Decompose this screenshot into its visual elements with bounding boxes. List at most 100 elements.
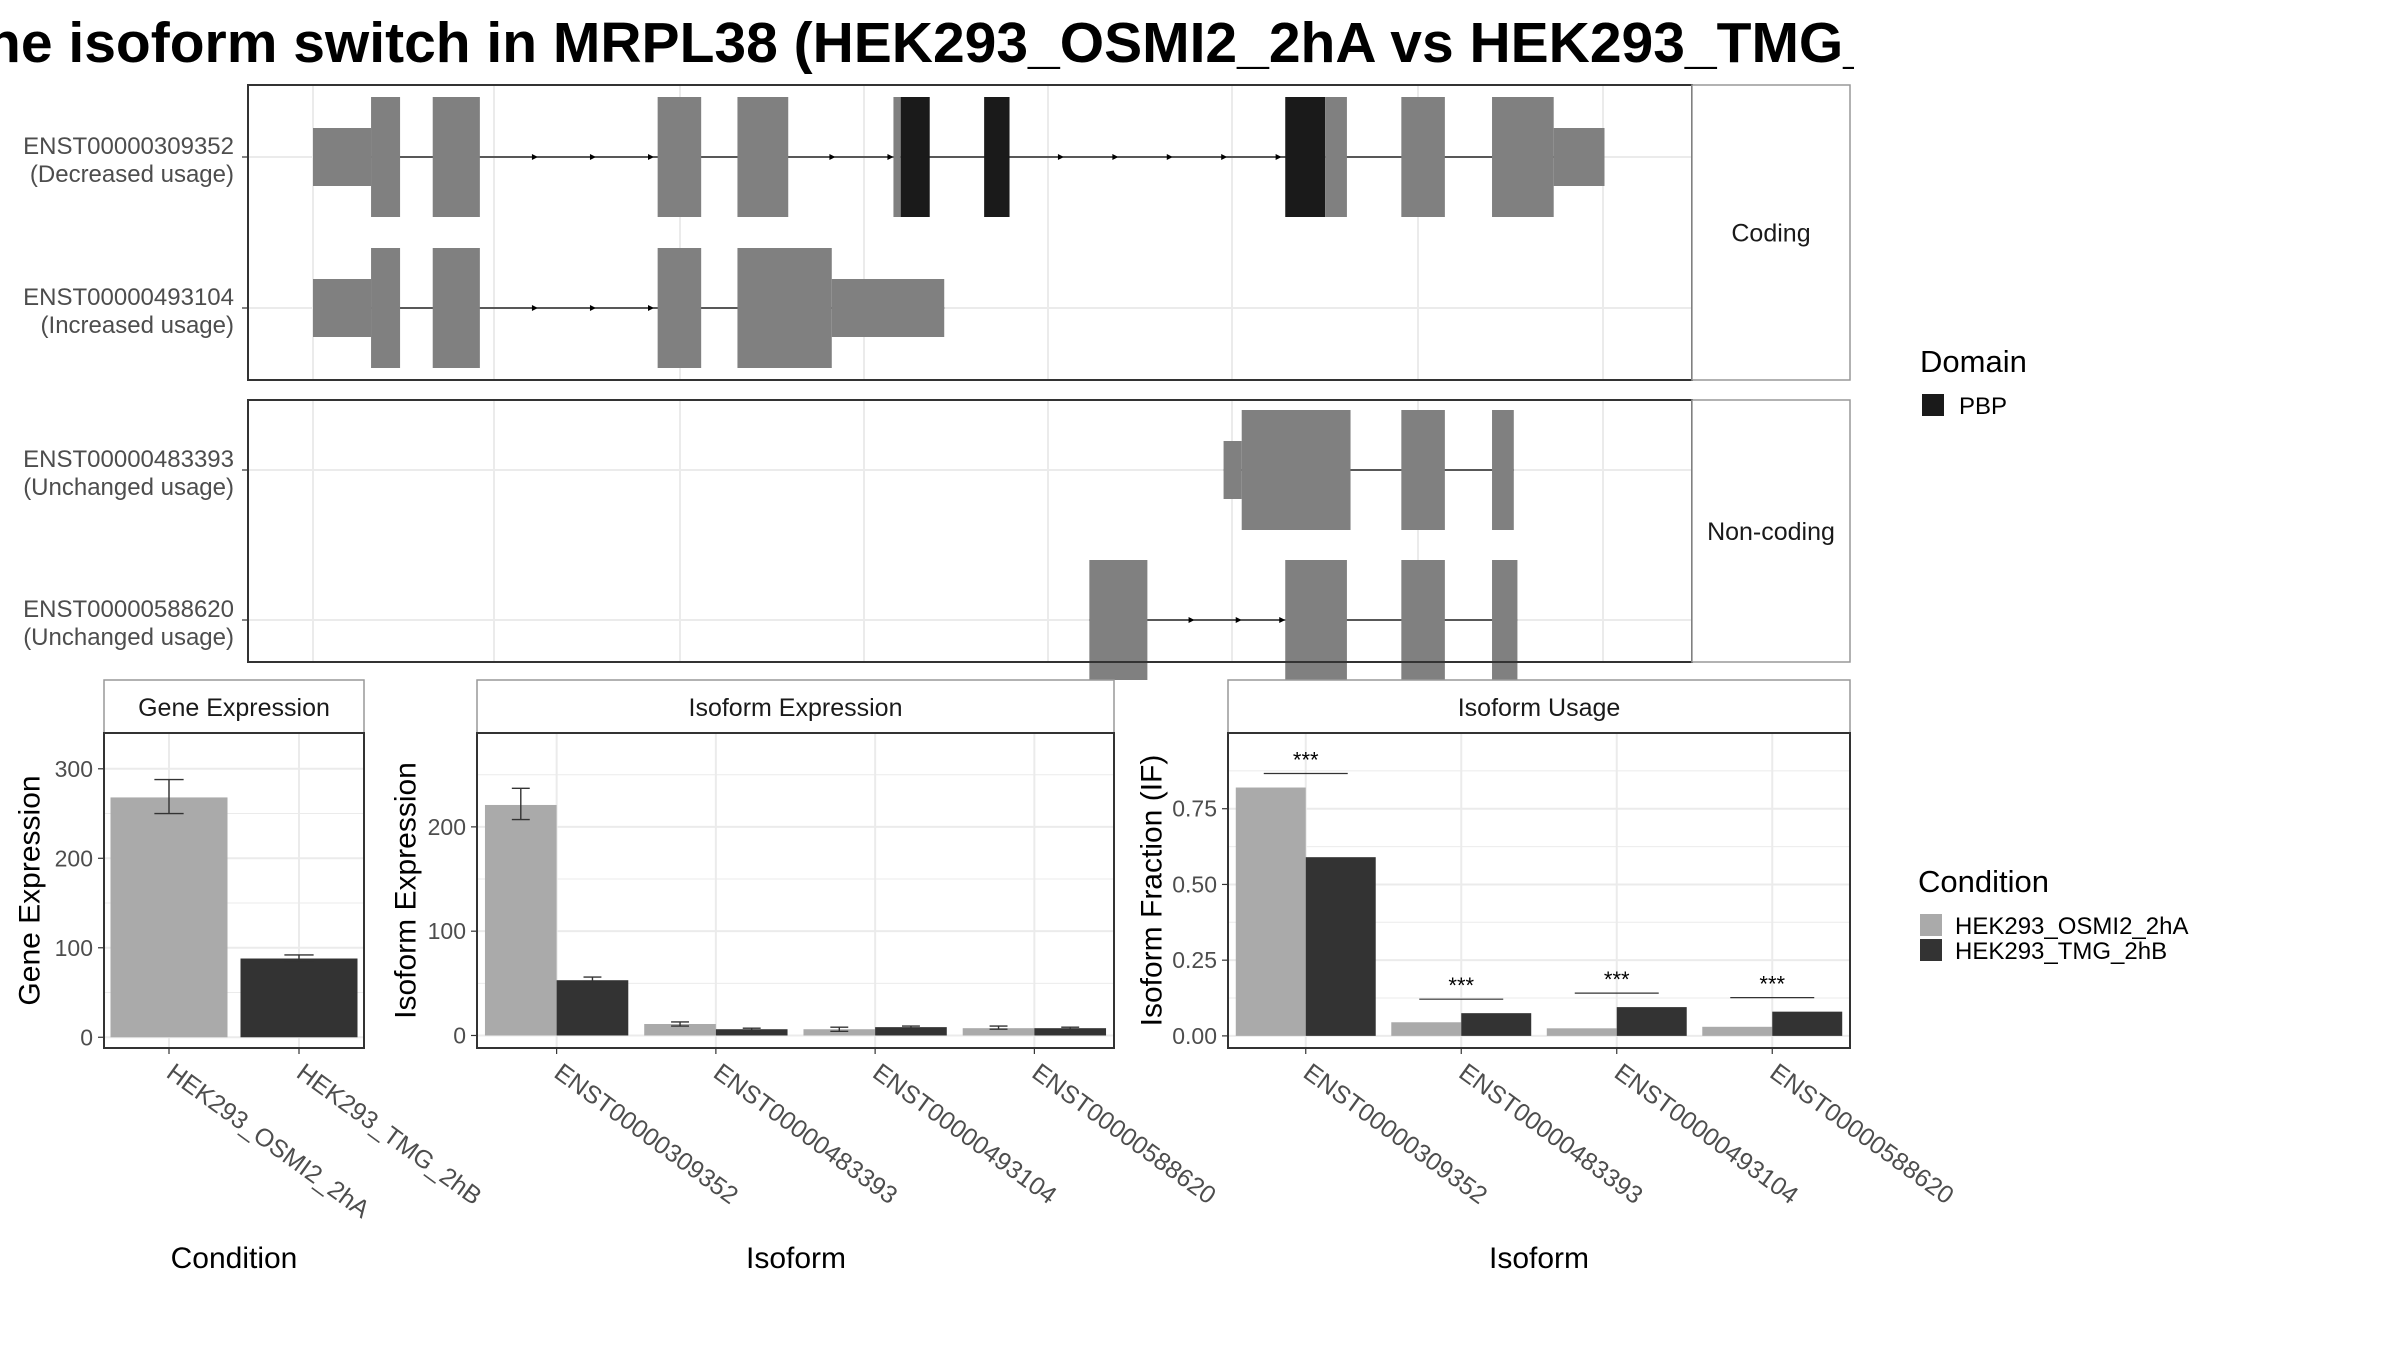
strand-arrow	[829, 154, 836, 160]
strand-arrow	[1057, 154, 1064, 160]
significance-label: ***	[1604, 967, 1630, 992]
panel-strip	[1227, 679, 1851, 734]
structure-panel-bg	[248, 85, 1692, 380]
exon	[1325, 97, 1347, 217]
strand-arrow	[887, 154, 894, 160]
exon	[313, 128, 372, 186]
transcript-ENST00000309352: ENST00000309352(Decreased usage)	[23, 97, 1605, 217]
strand-arrow	[1188, 617, 1195, 623]
exon	[1223, 441, 1242, 499]
bar	[1772, 1011, 1843, 1036]
strand-arrow	[1275, 154, 1282, 160]
bar	[644, 1024, 716, 1036]
exon	[1401, 560, 1445, 680]
bar	[1305, 857, 1376, 1036]
strand-arrow	[589, 154, 596, 160]
exon	[1089, 560, 1148, 680]
exon	[371, 248, 401, 368]
exon	[1401, 97, 1445, 217]
y-tick-label: 200	[55, 845, 93, 871]
exon	[737, 97, 789, 217]
panel-border	[1227, 732, 1851, 1049]
structure-panel-2: ENST00000483393(Unchanged usage) ENST0000…	[23, 399, 1851, 680]
y-tick-label: 200	[428, 814, 466, 840]
y-tick-label: 0.00	[1172, 1023, 1217, 1049]
y-tick-label: 0.75	[1172, 796, 1217, 822]
domain-exon	[984, 97, 1010, 217]
exon	[1492, 97, 1554, 217]
bar	[1235, 787, 1306, 1036]
structure-strip	[1691, 84, 1851, 381]
transcript-usage-label: (Unchanged usage)	[23, 624, 234, 651]
x-axis-title: Condition	[171, 1242, 298, 1275]
panel-strip-label: Gene Expression	[138, 694, 330, 722]
y-tick-label: 0.25	[1172, 947, 1217, 973]
strand-arrow	[1112, 154, 1119, 160]
chart-panel-1: Gene Expression0100200300HEK293_OSMI2_2h…	[14, 679, 487, 1275]
transcript-ENST00000483393: ENST00000483393(Unchanged usage)	[23, 410, 1514, 530]
bar	[110, 797, 228, 1038]
y-tick-label: 0	[453, 1022, 466, 1048]
significance-label: ***	[1759, 972, 1785, 997]
structure-strip-label: Non-coding	[1707, 518, 1835, 546]
bar	[556, 980, 629, 1036]
panel-border	[103, 732, 365, 1049]
strand-arrow	[648, 305, 655, 311]
domain-exon	[900, 97, 930, 217]
legend-key	[1920, 939, 1942, 961]
bar	[1461, 1013, 1532, 1036]
bar	[715, 1029, 788, 1036]
y-tick-label: 100	[428, 918, 466, 944]
exon	[1553, 128, 1605, 186]
transcript-id-label: ENST00000309352	[23, 133, 234, 160]
legend-domain: Domain PBP	[1920, 344, 2027, 420]
y-axis-title: Isoform Fraction (IF)	[1136, 755, 1169, 1027]
panel-border	[476, 732, 1115, 1049]
exon	[1241, 410, 1351, 530]
y-axis-title: Gene Expression	[14, 775, 47, 1005]
structure-panel-bg	[248, 400, 1692, 662]
legend-title: Domain	[1920, 344, 2027, 379]
transcript-usage-label: (Unchanged usage)	[23, 474, 234, 501]
panel-strip-label: Isoform Expression	[689, 694, 903, 722]
legend-label: PBP	[1959, 393, 2007, 420]
panel-strip	[476, 679, 1115, 734]
strand-arrow	[1166, 154, 1173, 160]
transcript-id-label: ENST00000588620	[23, 596, 234, 623]
x-axis-title: Isoform	[746, 1242, 846, 1275]
exon	[657, 97, 702, 217]
bar	[803, 1029, 876, 1036]
panel-strip-label: Isoform Usage	[1458, 694, 1621, 722]
chart-panel-2: Isoform Expression0100200ENST00000309352…	[390, 679, 1221, 1275]
exon	[1492, 410, 1514, 530]
legend-key	[1920, 914, 1942, 936]
bar	[240, 958, 358, 1038]
exon	[1285, 560, 1347, 680]
bar	[1391, 1022, 1462, 1036]
legend-label: HEK293_TMG_2hB	[1955, 938, 2167, 965]
structure-strip	[1691, 399, 1851, 663]
transcript-usage-label: (Decreased usage)	[30, 161, 234, 188]
bar	[1034, 1028, 1107, 1036]
y-axis-title: Isoform Expression	[390, 762, 423, 1019]
x-axis-title: Isoform	[1489, 1242, 1589, 1275]
bar	[1702, 1026, 1773, 1036]
strand-arrow	[648, 154, 655, 160]
exon	[313, 279, 372, 337]
y-tick-label: 0.50	[1172, 871, 1217, 897]
transcript-ENST00000588620: ENST00000588620(Unchanged usage)	[23, 560, 1518, 680]
bar	[875, 1027, 947, 1036]
significance-label: ***	[1293, 748, 1319, 773]
y-tick-label: 100	[55, 935, 93, 961]
exon	[737, 248, 832, 368]
exon	[432, 97, 480, 217]
strand-arrow	[531, 154, 538, 160]
figure-title: he isoform switch in MRPL38 (HEK293_OSMI…	[0, 11, 1854, 75]
exon	[893, 97, 901, 217]
transcript-id-label: ENST00000493104	[23, 284, 234, 311]
strand-arrow	[1235, 617, 1242, 623]
bar	[484, 804, 557, 1036]
y-tick-label: 0	[80, 1024, 93, 1050]
